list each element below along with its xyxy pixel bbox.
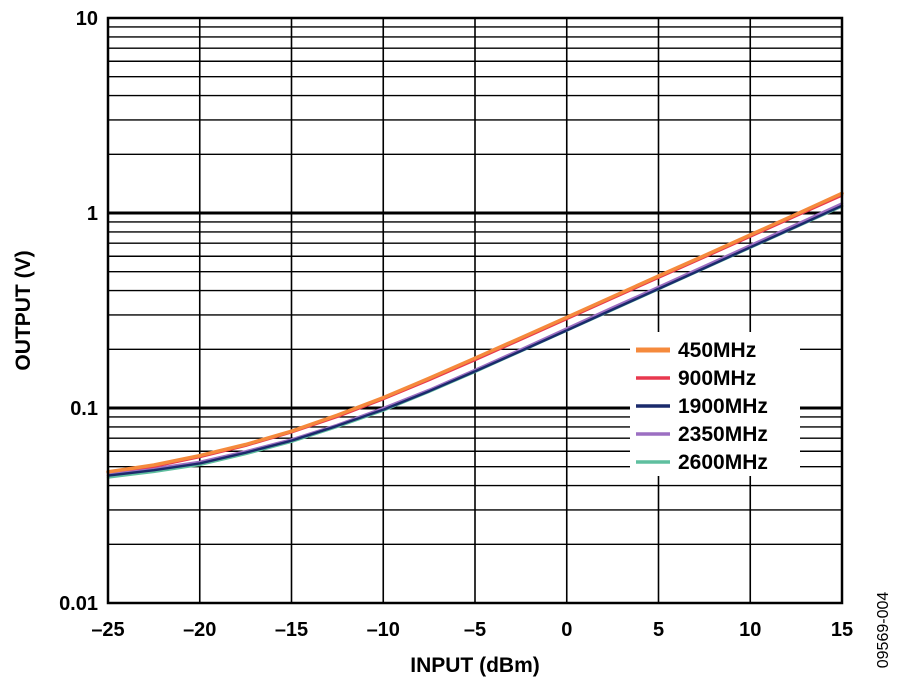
x-tick-label: –25 <box>91 619 124 641</box>
x-tick-label: 10 <box>739 619 761 641</box>
x-tick-label: –20 <box>183 619 216 641</box>
legend-background <box>630 332 800 476</box>
y-tick-label: 0.01 <box>59 593 98 615</box>
x-tick-label: –5 <box>464 619 486 641</box>
series-lines <box>106 191 844 479</box>
legend-label-1900MHz: 1900MHz <box>678 395 768 418</box>
x-tick-label: –10 <box>367 619 400 641</box>
tick-labels: –25 –20 –15 –10 –5 0 5 10 15 0.01 0.1 1 10 <box>59 8 853 641</box>
legend-label-450MHz: 450MHz <box>678 339 756 362</box>
plot-frame <box>106 16 844 605</box>
figure-id: 09569-004 <box>875 592 892 669</box>
series-line-1900MHz <box>106 204 844 477</box>
x-tick-label: –15 <box>275 619 308 641</box>
x-tick-label: 15 <box>831 619 853 641</box>
x-tick-label: 5 <box>653 619 664 641</box>
x-tick-label: 0 <box>561 619 572 641</box>
series-line-450MHz <box>106 191 844 474</box>
legend-label-2350MHz: 2350MHz <box>678 423 768 446</box>
legend-label-2600MHz: 2600MHz <box>678 451 768 474</box>
series-line-2350MHz <box>106 202 844 475</box>
x-axis-title: INPUT (dBm) <box>410 654 540 677</box>
y-tick-label: 1 <box>87 203 98 225</box>
legend-label-900MHz: 900MHz <box>678 367 756 390</box>
legend: 450MHz 900MHz 1900MHz 2350MHz 2600MHz <box>630 332 800 476</box>
y-axis-title: OUTPUT (V) <box>12 250 35 370</box>
grid <box>108 18 842 603</box>
y-tick-label: 0.1 <box>70 398 98 420</box>
y-tick-label: 10 <box>76 8 98 30</box>
